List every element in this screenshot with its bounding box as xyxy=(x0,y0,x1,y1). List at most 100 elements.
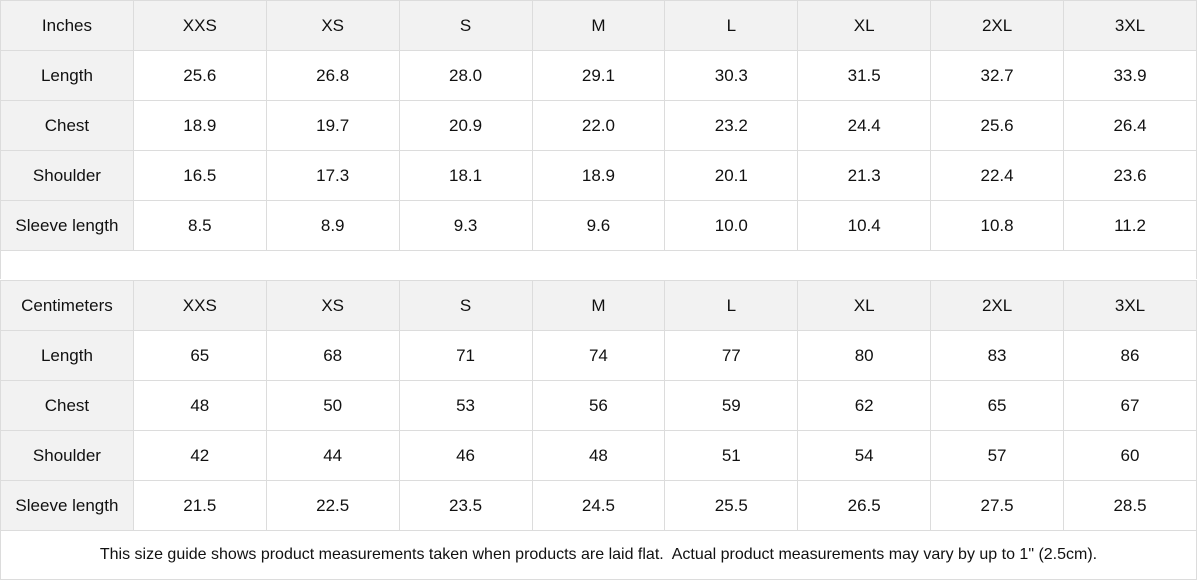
header-row: Centimeters XXS XS S M L XL 2XL 3XL xyxy=(0,280,1197,331)
measurement-value: 29.1 xyxy=(531,50,666,101)
measurement-value: 33.9 xyxy=(1063,50,1197,101)
measurement-label: Shoulder xyxy=(0,150,134,201)
measurement-value: 53 xyxy=(398,380,533,431)
measurement-value: 51 xyxy=(664,430,799,481)
size-header: XS xyxy=(265,280,400,331)
measurement-value: 8.5 xyxy=(132,200,267,251)
measurement-value: 44 xyxy=(265,430,400,481)
unit-header: Inches xyxy=(0,0,134,51)
measurement-value: 30.3 xyxy=(664,50,799,101)
table-row: Chest 18.9 19.7 20.9 22.0 23.2 24.4 25.6 26.4 xyxy=(0,100,1197,151)
measurement-value: 18.9 xyxy=(132,100,267,151)
measurement-value: 23.2 xyxy=(664,100,799,151)
table-row: Sleeve length 8.5 8.9 9.3 9.6 10.0 10.4 10.8 11.… xyxy=(0,200,1197,251)
size-header: M xyxy=(531,0,666,51)
measurement-label: Sleeve length xyxy=(0,480,134,531)
measurement-value: 10.0 xyxy=(664,200,799,251)
size-header: M xyxy=(531,280,666,331)
size-header: XXS xyxy=(132,280,267,331)
measurement-value: 18.9 xyxy=(531,150,666,201)
measurement-value: 77 xyxy=(664,330,799,381)
measurement-value: 25.6 xyxy=(132,50,267,101)
measurement-value: 19.7 xyxy=(265,100,400,151)
size-header: XS xyxy=(265,0,400,51)
measurement-label: Sleeve length xyxy=(0,200,134,251)
measurement-value: 24.5 xyxy=(531,480,666,531)
measurement-value: 68 xyxy=(265,330,400,381)
size-header: 3XL xyxy=(1063,280,1197,331)
measurement-value: 60 xyxy=(1063,430,1197,481)
measurement-value: 83 xyxy=(930,330,1064,381)
measurement-value: 74 xyxy=(531,330,666,381)
measurement-value: 28.0 xyxy=(398,50,533,101)
measurement-value: 10.8 xyxy=(930,200,1064,251)
measurement-value: 20.9 xyxy=(398,100,533,151)
table-row: Length 65 68 71 74 77 80 83 86 xyxy=(0,330,1197,381)
measurement-value: 62 xyxy=(797,380,932,431)
measurement-value: 22.4 xyxy=(930,150,1064,201)
measurement-value: 46 xyxy=(398,430,533,481)
table-row: Shoulder 42 44 46 48 51 54 57 60 xyxy=(0,430,1197,481)
measurement-value: 9.6 xyxy=(531,200,666,251)
size-header: 3XL xyxy=(1063,0,1197,51)
measurement-label: Length xyxy=(0,330,134,381)
measurement-value: 54 xyxy=(797,430,932,481)
size-header: L xyxy=(664,280,799,331)
table-row: Length 25.6 26.8 28.0 29.1 30.3 31.5 32.7 33.9 xyxy=(0,50,1197,101)
measurement-value: 25.6 xyxy=(930,100,1064,151)
measurement-value: 23.5 xyxy=(398,480,533,531)
centimeters-size-table: Centimeters XXS XS S M L XL 2XL 3XL Length 65 68 71 7… xyxy=(0,280,1197,531)
measurement-value: 24.4 xyxy=(797,100,932,151)
measurement-value: 25.5 xyxy=(664,480,799,531)
measurement-value: 48 xyxy=(132,380,267,431)
measurement-value: 26.5 xyxy=(797,480,932,531)
measurement-value: 42 xyxy=(132,430,267,481)
measurement-value: 50 xyxy=(265,380,400,431)
size-header: XL xyxy=(797,280,932,331)
measurement-value: 21.5 xyxy=(132,480,267,531)
measurement-value: 71 xyxy=(398,330,533,381)
size-header: L xyxy=(664,0,799,51)
table-row: Chest 48 50 53 56 59 62 65 67 xyxy=(0,380,1197,431)
measurement-label: Chest xyxy=(0,380,134,431)
measurement-note: This size guide shows product measuremen… xyxy=(0,530,1197,580)
measurement-value: 17.3 xyxy=(265,150,400,201)
size-header: S xyxy=(398,280,533,331)
measurement-value: 8.9 xyxy=(265,200,400,251)
measurement-value: 9.3 xyxy=(398,200,533,251)
table-row: Shoulder 16.5 17.3 18.1 18.9 20.1 21.3 22.4 23.6 xyxy=(0,150,1197,201)
measurement-value: 28.5 xyxy=(1063,480,1197,531)
measurement-label: Chest xyxy=(0,100,134,151)
measurement-label: Length xyxy=(0,50,134,101)
measurement-value: 65 xyxy=(930,380,1064,431)
measurement-value: 65 xyxy=(132,330,267,381)
unit-header: Centimeters xyxy=(0,280,134,331)
measurement-value: 59 xyxy=(664,380,799,431)
size-header: S xyxy=(398,0,533,51)
measurement-label: Shoulder xyxy=(0,430,134,481)
measurement-value: 18.1 xyxy=(398,150,533,201)
measurement-value: 56 xyxy=(531,380,666,431)
size-header: XXS xyxy=(132,0,267,51)
measurement-value: 21.3 xyxy=(797,150,932,201)
measurement-value: 86 xyxy=(1063,330,1197,381)
measurement-value: 23.6 xyxy=(1063,150,1197,201)
measurement-value: 22.0 xyxy=(531,100,666,151)
measurement-value: 32.7 xyxy=(930,50,1064,101)
measurement-value: 31.5 xyxy=(797,50,932,101)
measurement-value: 11.2 xyxy=(1063,200,1197,251)
measurement-value: 16.5 xyxy=(132,150,267,201)
measurement-value: 80 xyxy=(797,330,932,381)
measurement-value: 67 xyxy=(1063,380,1197,431)
measurement-value: 57 xyxy=(930,430,1064,481)
measurement-value: 20.1 xyxy=(664,150,799,201)
inches-size-table: Inches XXS XS S M L XL 2XL 3XL Length 25.6 26.8 28.0… xyxy=(0,0,1197,251)
table-spacer xyxy=(0,250,1197,279)
measurement-value: 27.5 xyxy=(930,480,1064,531)
header-row: Inches XXS XS S M L XL 2XL 3XL xyxy=(0,0,1197,51)
size-header: 2XL xyxy=(930,280,1064,331)
measurement-value: 48 xyxy=(531,430,666,481)
measurement-value: 22.5 xyxy=(265,480,400,531)
measurement-value: 26.8 xyxy=(265,50,400,101)
